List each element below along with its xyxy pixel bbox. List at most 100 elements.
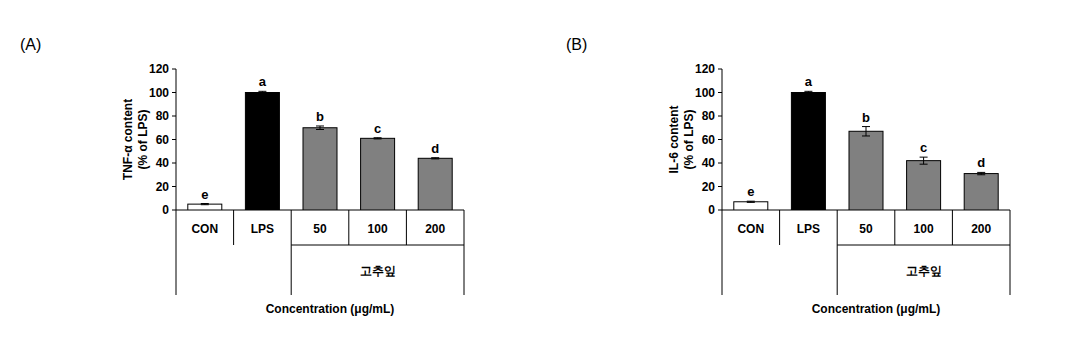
table-line [348,210,349,245]
y-tick [172,92,176,93]
error-cap [258,93,266,94]
error-cap [862,126,870,127]
y-tick-label: 80 [156,109,170,123]
table-line [291,245,292,295]
bar [188,204,222,210]
error-cap [804,93,812,94]
error-cap [431,157,439,158]
group-label: 고추잎 [360,264,396,278]
table-line [952,210,953,245]
x-tick-label: CON [191,222,218,236]
error-cap [747,201,755,202]
error-cap [920,157,928,158]
error-cap [316,129,324,130]
table-line [837,245,838,295]
panel: (A)TNF-α content(% of LPS)02040608010012… [20,36,464,316]
error-stem [866,127,867,136]
y-tick-label: 80 [702,109,716,123]
significance-letter: b [316,109,324,124]
error-cap [862,135,870,136]
group-label: 고추잎 [906,264,942,278]
bar [791,93,825,211]
x-axis-label: Concentration (μg/mL) [812,302,941,316]
error-bar [862,127,870,136]
table-line [291,245,464,246]
bar [907,161,941,210]
bar [245,93,279,211]
y-tick-label: 60 [702,133,716,147]
y-axis-label-line: (% of LPS) [136,110,150,170]
error-bar [977,172,985,174]
error-cap [201,204,209,205]
y-tick [172,163,176,164]
x-tick-label: CON [737,222,764,236]
error-cap [201,203,209,204]
error-stem [923,157,924,164]
error-cap [431,158,439,159]
bar [964,174,998,210]
significance-letter: d [431,141,439,156]
y-axis-label: IL-6 content(% of LPS) [667,105,696,173]
marks [734,91,998,210]
y-tick-label: 40 [156,156,170,170]
x-tick-label: 100 [914,222,934,236]
figure: (A)TNF-α content(% of LPS)02040608010012… [0,0,1075,355]
y-tick-label: 100 [149,86,169,100]
table-line [464,210,465,245]
y-tick-label: 60 [156,133,170,147]
error-cap [804,91,812,92]
panel-title: (B) [566,36,587,53]
x-tick-label: LPS [251,222,274,236]
y-axis-label-line: TNF-α content [121,99,135,180]
y-tick-label: 120 [149,62,169,76]
y-tick [718,186,722,187]
significance-letter: a [259,74,267,89]
x-tick-label: 200 [971,222,991,236]
y-tick [172,116,176,117]
table-line [837,210,838,245]
error-cap [977,172,985,173]
error-bar [804,91,812,93]
error-cap [747,202,755,203]
y-tick [718,116,722,117]
error-bar [316,126,324,130]
significance-letter: c [374,121,381,136]
error-cap [258,91,266,92]
y-tick-label: 100 [695,86,715,100]
bar [303,128,337,210]
error-cap [316,125,324,126]
table-line [722,245,723,295]
table-line [233,210,234,245]
table-line [406,210,407,245]
y-tick-label: 20 [702,180,716,194]
y-tick [172,69,176,70]
table-line [779,210,780,245]
error-cap [374,137,382,138]
table-line [291,210,292,245]
y-axis-label-line: (% of LPS) [682,110,696,170]
table-line [894,210,895,245]
y-axis-label-line: IL-6 content [667,105,681,173]
table-line [464,245,465,295]
x-tick-label: 50 [313,222,327,236]
y-tick [718,92,722,93]
bar [849,131,883,210]
x-axis-label: Concentration (μg/mL) [266,302,395,316]
error-bar [431,158,439,159]
y-tick [718,210,722,211]
significance-letter: e [201,187,208,202]
marks [188,91,452,210]
y-tick [172,139,176,140]
error-bar [201,204,209,205]
table-line [1010,210,1011,245]
y-tick-label: 0 [708,203,715,217]
y-tick-label: 0 [162,203,169,217]
bar [418,158,452,210]
bar [361,138,395,210]
error-bar [920,157,928,164]
error-bar [374,138,382,139]
y-tick [172,210,176,211]
x-tick-label: 200 [425,222,445,236]
y-tick [718,139,722,140]
x-tick-label: 50 [859,222,873,236]
